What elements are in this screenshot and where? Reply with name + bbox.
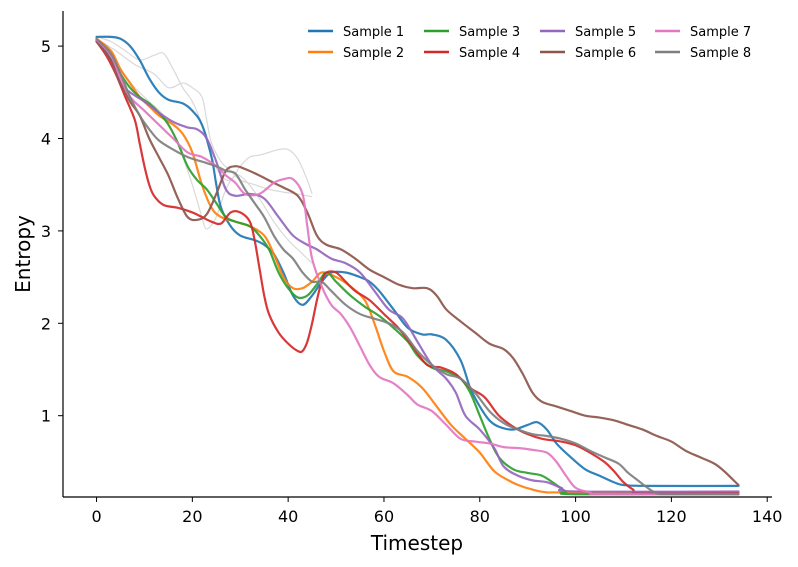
y-tick-label: 2 — [41, 314, 51, 333]
series-line-5 — [95, 38, 740, 493]
legend-label-4: Sample 4 — [459, 46, 520, 61]
background-trace-1 — [96, 36, 313, 195]
y-axis-label: Entropy — [11, 215, 35, 293]
series-line-3 — [95, 39, 740, 496]
legend-label-7: Sample 7 — [690, 25, 751, 40]
series-line-1 — [95, 35, 740, 488]
background-trace-3 — [96, 41, 313, 264]
legend-label-5: Sample 5 — [575, 25, 636, 40]
legend-label-3: Sample 3 — [459, 25, 520, 40]
x-tick-label: 120 — [656, 507, 687, 526]
series-line-4 — [95, 40, 740, 495]
axes — [62, 11, 772, 498]
series-line-2 — [95, 37, 740, 494]
x-tick-label: 0 — [91, 507, 101, 526]
legend: Sample 1 Sample 2 Sample 3 Sample 4 Sample 5… — [308, 25, 751, 61]
background-trace-2 — [96, 38, 313, 198]
series-line-7 — [95, 38, 740, 496]
legend-label-8: Sample 8 — [690, 46, 751, 61]
legend-label-2: Sample 2 — [343, 46, 404, 61]
series-line-6 — [95, 40, 740, 487]
x-tick-label: 40 — [278, 507, 298, 526]
series-line-8 — [95, 37, 740, 496]
y-tick-label: 3 — [41, 222, 51, 241]
x-tick-label: 140 — [752, 507, 783, 526]
legend-label-1: Sample 1 — [343, 25, 404, 40]
x-tick-label: 100 — [560, 507, 591, 526]
x-tick-label: 80 — [470, 507, 490, 526]
y-tick-label: 1 — [41, 407, 51, 426]
plot-area — [95, 35, 740, 496]
y-tick-label: 4 — [41, 130, 51, 149]
x-tick-label: 60 — [374, 507, 394, 526]
ticks: 0 20 40 60 80 100 120 140 1 2 3 4 5 — [41, 37, 783, 526]
x-tick-label: 20 — [182, 507, 202, 526]
y-tick-label: 5 — [41, 37, 51, 56]
legend-label-6: Sample 6 — [575, 46, 636, 61]
x-axis-label: Timestep — [370, 531, 463, 555]
